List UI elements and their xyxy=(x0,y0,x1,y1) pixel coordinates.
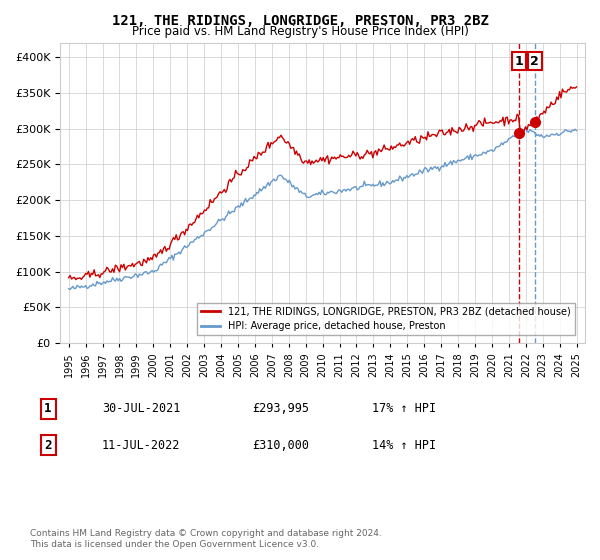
Text: Contains HM Land Registry data © Crown copyright and database right 2024.
This d: Contains HM Land Registry data © Crown c… xyxy=(30,529,382,549)
Text: £310,000: £310,000 xyxy=(252,438,309,452)
Text: 30-JUL-2021: 30-JUL-2021 xyxy=(102,402,181,416)
Text: 1: 1 xyxy=(44,402,52,416)
Text: 14% ↑ HPI: 14% ↑ HPI xyxy=(372,438,436,452)
Text: £293,995: £293,995 xyxy=(252,402,309,416)
Text: 1: 1 xyxy=(514,54,523,68)
Text: Price paid vs. HM Land Registry's House Price Index (HPI): Price paid vs. HM Land Registry's House … xyxy=(131,25,469,38)
Text: 11-JUL-2022: 11-JUL-2022 xyxy=(102,438,181,452)
Text: 17% ↑ HPI: 17% ↑ HPI xyxy=(372,402,436,416)
Text: 2: 2 xyxy=(44,438,52,452)
Legend: 121, THE RIDINGS, LONGRIDGE, PRESTON, PR3 2BZ (detached house), HPI: Average pri: 121, THE RIDINGS, LONGRIDGE, PRESTON, PR… xyxy=(197,302,575,335)
Text: 121, THE RIDINGS, LONGRIDGE, PRESTON, PR3 2BZ: 121, THE RIDINGS, LONGRIDGE, PRESTON, PR… xyxy=(112,14,488,28)
Text: 2: 2 xyxy=(530,54,539,68)
